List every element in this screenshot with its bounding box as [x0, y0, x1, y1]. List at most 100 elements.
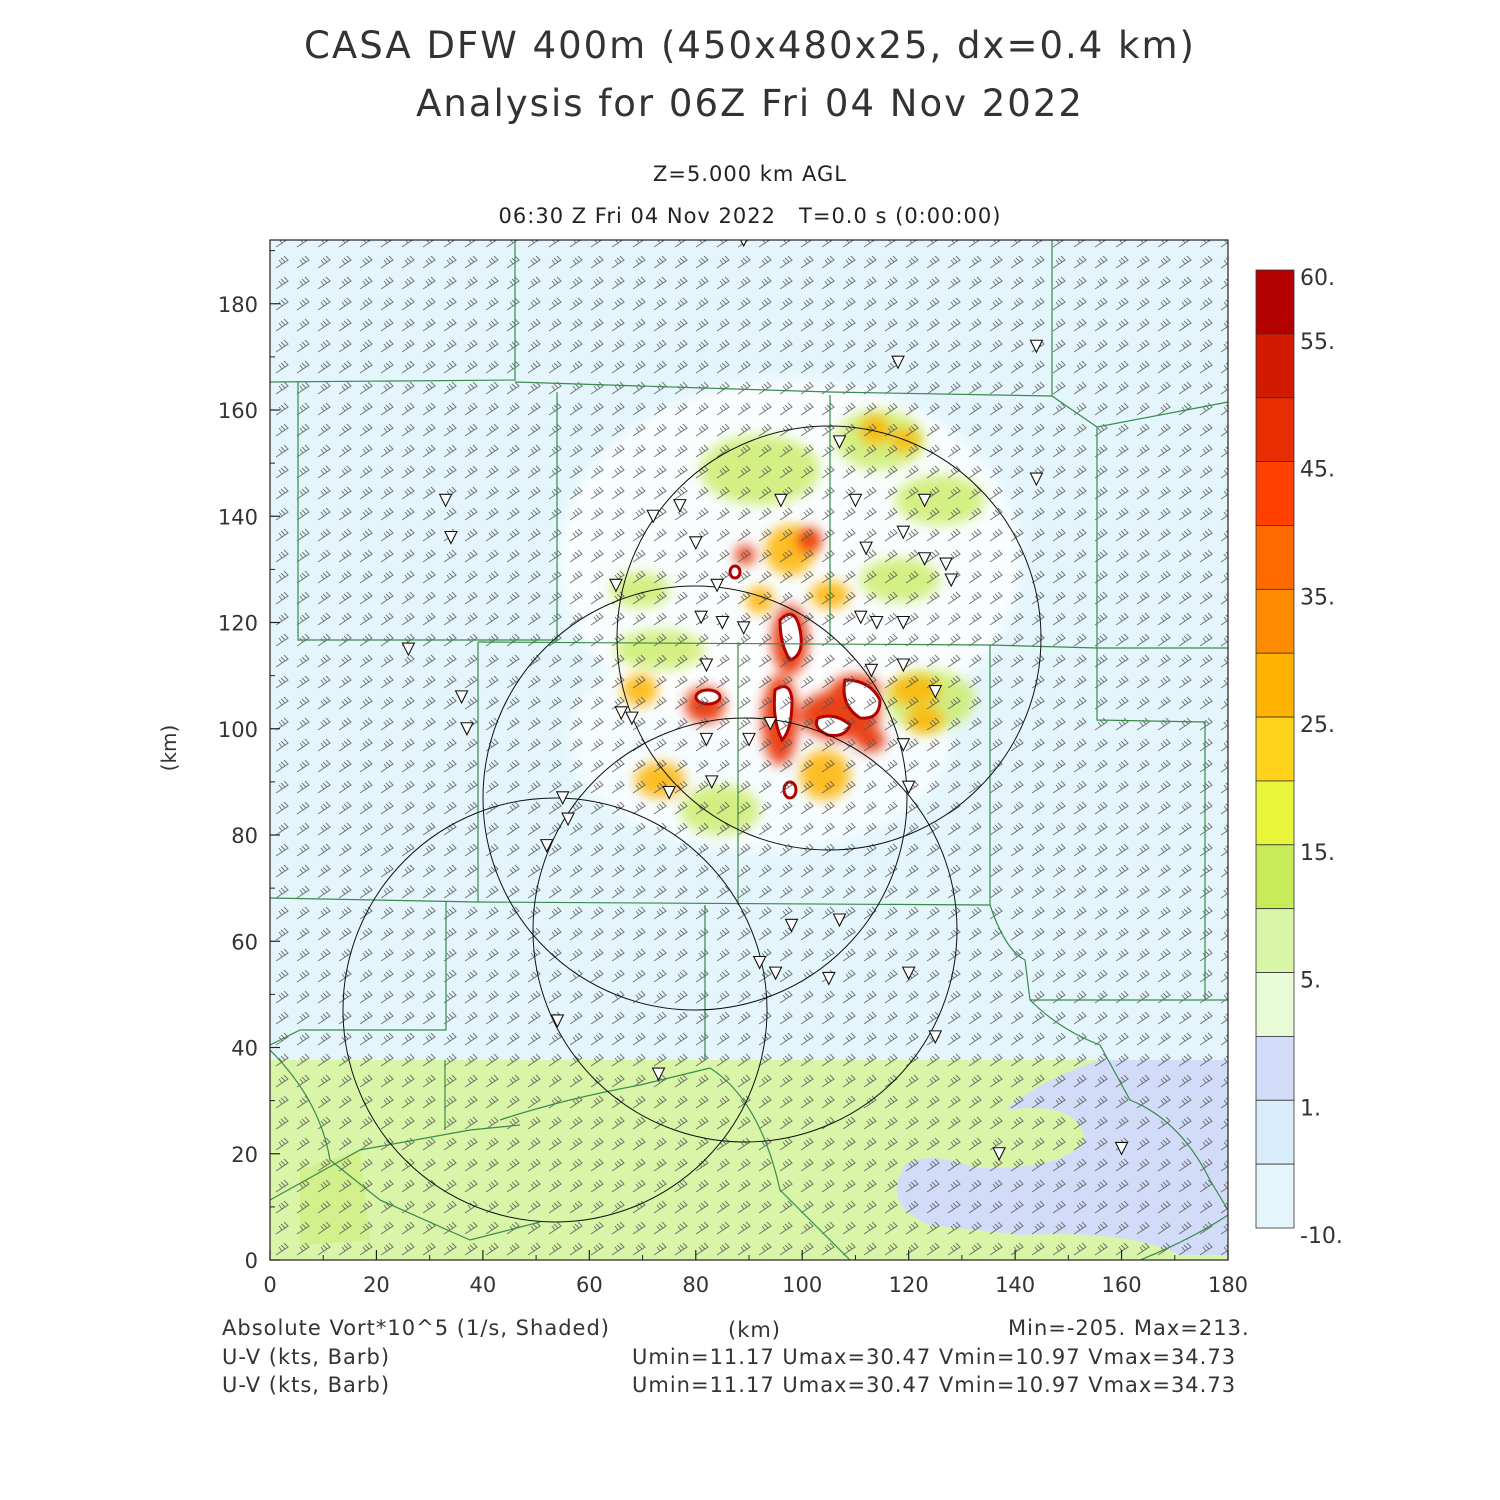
station-marker — [1114, 1141, 1129, 1156]
colorbar: 60. 55. 45. 35. 25. 15. 5. 1. -10. — [1255, 266, 1343, 1249]
county-boundaries — [270, 240, 1228, 1260]
station-marker — [704, 775, 719, 790]
colorbar-label: 60. — [1300, 266, 1335, 291]
x-tick-label: 100 — [782, 1273, 822, 1297]
y-tick-label: 180 — [218, 293, 258, 317]
station-marker — [896, 525, 911, 540]
station-marker — [710, 578, 724, 593]
x-tick-label: 120 — [889, 1273, 929, 1297]
min-max-label: Min=-205. Max=213. — [1008, 1316, 1250, 1340]
station-marker — [752, 955, 767, 970]
colorbar-swatch — [1255, 588, 1295, 654]
level-label: Z=5.000 km AGL — [652, 162, 848, 186]
colorbar-swatch — [1255, 333, 1295, 399]
colorbar-label: 55. — [1300, 330, 1335, 355]
station-marker — [672, 499, 687, 513]
y-tick-label: 80 — [231, 824, 258, 848]
colorbar-label: 45. — [1300, 458, 1335, 483]
station-marker — [460, 722, 474, 736]
field-label: Absolute Vort*10^5 (1/s, Shaded) — [222, 1316, 610, 1340]
x-axis-unit: (km) — [728, 1318, 782, 1342]
station-marker — [896, 738, 911, 752]
station-marker — [742, 732, 756, 747]
radar-range-rings — [342, 425, 1042, 1223]
y-tick-label: 0 — [245, 1249, 258, 1273]
colorbar-swatch — [1255, 844, 1295, 910]
map-analysis-time: Analysis for 06Z Fri 04 Nov 2022 — [416, 82, 1084, 125]
forecast-time: T=0.0 s (0:00:00) — [799, 204, 1002, 228]
colorbar-label: 35. — [1300, 585, 1335, 610]
y-axis-ticks: 0 20 40 60 80 100 120 140 160 180 — [218, 250, 280, 1273]
station-marker — [662, 785, 677, 800]
station-marker — [444, 530, 458, 545]
station-marker — [651, 1067, 666, 1082]
y-tick-label: 40 — [231, 1037, 258, 1061]
station-marker — [928, 1030, 943, 1045]
station-marker — [917, 493, 932, 508]
station-marker — [1029, 472, 1044, 487]
station-marker — [625, 711, 639, 726]
y-tick-label: 60 — [231, 930, 258, 954]
station-marker — [699, 658, 714, 673]
station-marker — [864, 663, 879, 678]
station-marker — [454, 690, 469, 705]
colorbar-swatch — [1255, 780, 1295, 846]
colorbar-label: -10. — [1300, 1224, 1343, 1249]
station-marker — [550, 1014, 565, 1029]
y-axis-label: (km) — [157, 725, 181, 772]
time-label: 06:30 Z Fri 04 Nov 2022 T=0.0 s (0:00:00… — [0, 204, 1500, 228]
station-marker — [715, 615, 730, 630]
station-marker — [848, 493, 863, 508]
y-tick-label: 20 — [231, 1143, 258, 1167]
colorbar-swatch — [1255, 652, 1295, 718]
colorbar-label: 25. — [1300, 713, 1335, 738]
y-tick-label: 100 — [218, 718, 258, 742]
colorbar-swatch — [1255, 1163, 1295, 1229]
station-marker — [768, 966, 783, 981]
station-marker — [832, 913, 847, 928]
station-marker — [859, 541, 873, 556]
y-tick-label: 160 — [218, 399, 258, 423]
colorbar-swatch — [1255, 461, 1295, 526]
station-marker — [944, 573, 959, 588]
station-marker — [736, 621, 751, 636]
barb2-stats: Umin=11.17 Umax=30.47 Vmin=10.97 Vmax=34… — [632, 1373, 1237, 1397]
colorbar-swatch — [1255, 972, 1295, 1037]
station-marker — [694, 610, 708, 625]
station-marker — [896, 615, 911, 630]
station-marker — [774, 493, 788, 508]
x-axis-ticks: 0 20 40 60 80 100 120 140 160 180 — [263, 1250, 1248, 1297]
station-marker — [891, 355, 905, 370]
x-tick-label: 40 — [470, 1273, 497, 1297]
station-marker — [901, 780, 916, 795]
station-marker — [939, 557, 953, 572]
station-marker — [646, 509, 661, 524]
station-marker — [740, 240, 748, 248]
x-tick-label: 160 — [1102, 1273, 1142, 1297]
station-marker — [438, 493, 453, 508]
y-tick-label: 140 — [218, 505, 258, 529]
map-title: CASA DFW 400m (450x480x25, dx=0.4 km) — [304, 24, 1196, 67]
colorbar-label: 1. — [1300, 1096, 1321, 1121]
station-marker — [901, 966, 916, 981]
colorbar-swatch — [1255, 397, 1295, 463]
colorbar-swatch — [1255, 716, 1295, 782]
station-marker — [539, 839, 554, 853]
barb1-stats: Umin=11.17 Umax=30.47 Vmin=10.97 Vmax=34… — [632, 1345, 1237, 1369]
station-marker — [928, 685, 943, 699]
colorbar-swatch — [1255, 269, 1295, 335]
station-marker — [555, 791, 570, 806]
station-marker — [896, 658, 911, 673]
station-marker — [763, 716, 778, 731]
x-tick-label: 0 — [263, 1273, 276, 1297]
colorbar-swatch — [1255, 1099, 1295, 1165]
station-marker — [917, 552, 932, 566]
x-tick-label: 80 — [682, 1273, 709, 1297]
x-tick-label: 140 — [995, 1273, 1035, 1297]
station-marker — [401, 642, 416, 657]
station-markers — [401, 240, 1129, 1161]
barb1-label: U-V (kts, Barb) — [222, 1345, 391, 1369]
station-marker — [688, 536, 703, 551]
station-marker — [614, 706, 629, 721]
station-marker — [784, 918, 799, 933]
